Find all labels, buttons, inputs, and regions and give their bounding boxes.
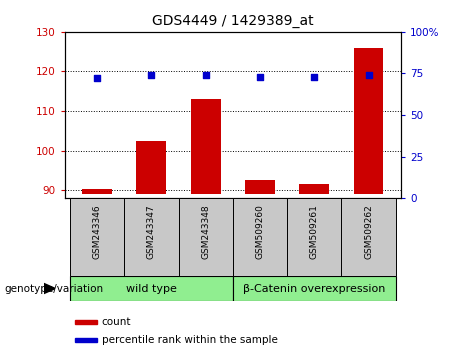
Point [148, 72, 155, 78]
Text: GSM509262: GSM509262 [364, 205, 373, 259]
Text: GSM243348: GSM243348 [201, 205, 210, 259]
Text: GSM243346: GSM243346 [93, 205, 101, 259]
Bar [75, 338, 97, 342]
Bar [191, 99, 221, 194]
Text: GSM509261: GSM509261 [310, 205, 319, 259]
Bar [354, 48, 384, 194]
Text: genotype/variation: genotype/variation [5, 284, 104, 293]
Bar [136, 141, 166, 194]
Title: GDS4449 / 1429389_at: GDS4449 / 1429389_at [152, 14, 313, 28]
Bar [233, 276, 396, 301]
Bar [82, 189, 112, 194]
Text: GSM243347: GSM243347 [147, 205, 156, 259]
Polygon shape [44, 284, 55, 293]
Bar [233, 198, 287, 276]
Bar [124, 198, 178, 276]
Text: percentile rank within the sample: percentile rank within the sample [101, 335, 278, 345]
Bar [287, 198, 341, 276]
Bar [341, 198, 396, 276]
Text: β-Catenin overexpression: β-Catenin overexpression [243, 284, 385, 293]
Point [94, 76, 101, 81]
Bar [245, 181, 275, 194]
Bar [70, 198, 124, 276]
Point [202, 72, 209, 78]
Text: count: count [101, 317, 131, 327]
Bar [178, 198, 233, 276]
Bar [70, 276, 233, 301]
Point [311, 74, 318, 80]
Text: GSM509260: GSM509260 [255, 205, 265, 259]
Point [365, 72, 372, 78]
Text: wild type: wild type [126, 284, 177, 293]
Bar [299, 184, 329, 194]
Bar [75, 320, 97, 324]
Point [256, 74, 264, 80]
